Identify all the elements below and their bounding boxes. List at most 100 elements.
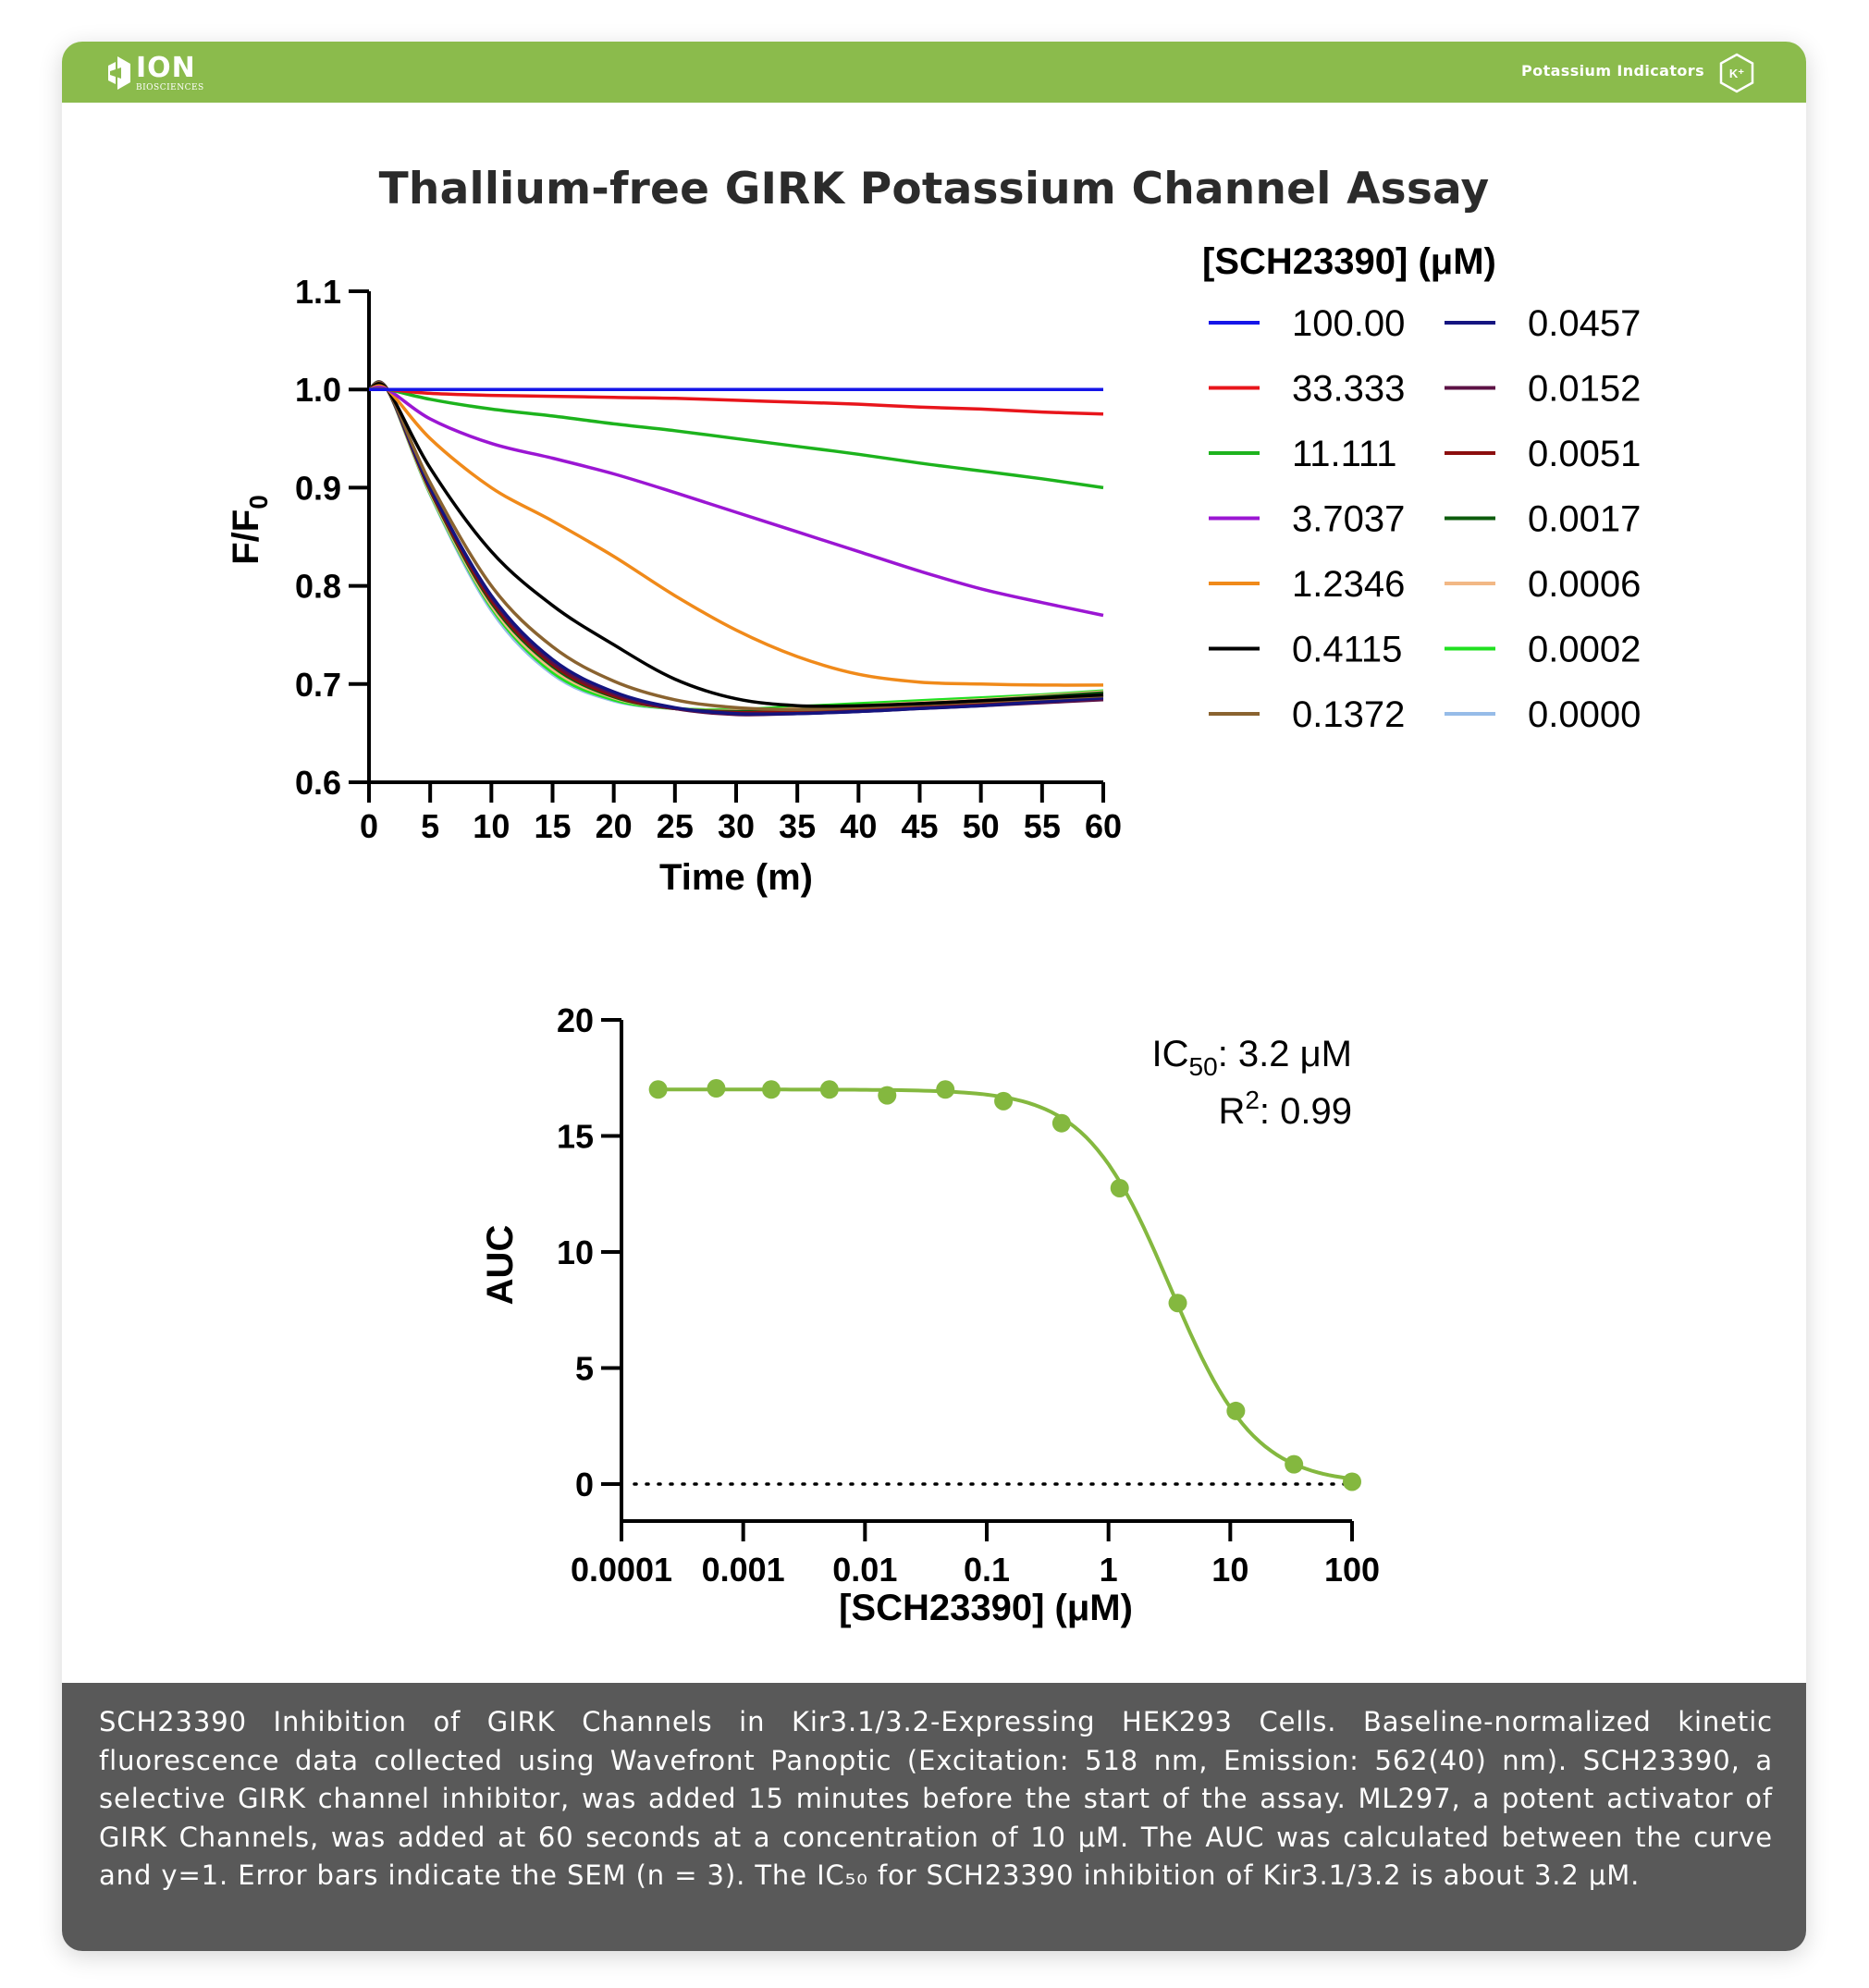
- legend-entry-label: 0.0152: [1528, 369, 1641, 410]
- dose-data-point: [994, 1091, 1014, 1111]
- dose-data-point: [1168, 1294, 1187, 1313]
- r2-superscript: 2: [1245, 1086, 1260, 1114]
- kinetic-series-line: [368, 380, 1104, 713]
- dose-x-tick-label: 0.001: [702, 1551, 785, 1589]
- dose-x-tick-label: 0.1: [964, 1551, 1010, 1589]
- potassium-hexagon-icon: K⁺: [1719, 53, 1754, 93]
- dose-data-point: [819, 1080, 839, 1099]
- kinetic-chart: 0 5 10 15 20 25 30 35 40 45 50 55 60 0.6 0.7 0.8 0.9 1.0 1…: [226, 241, 1641, 898]
- dose-data-point: [1110, 1178, 1129, 1197]
- ic50-annotation: IC50: 3.2 μM: [1152, 1034, 1352, 1081]
- legend-entry-label: 0.0457: [1528, 303, 1641, 344]
- caption-panel: SCH23390 Inhibition of GIRK Channels in …: [62, 1683, 1806, 1951]
- kinetic-series-line: [368, 382, 1104, 708]
- legend-entry-label: 0.1372: [1292, 694, 1405, 735]
- kinetic-series: [368, 380, 1104, 717]
- dose-axes: 0.0001 0.001 0.01 0.1 1 10 100 0 5 10 15 20: [557, 1001, 1380, 1589]
- kinetic-series-line: [368, 381, 1104, 712]
- legend-title: [SCH23390] (μM): [1202, 241, 1496, 282]
- dose-points: [648, 1079, 1361, 1491]
- legend-entry-label: 33.333: [1292, 369, 1405, 410]
- kinetic-x-tick-label: 0: [360, 807, 378, 845]
- r2-label: R: [1218, 1091, 1245, 1132]
- kinetic-x-tick-label: 30: [718, 807, 755, 845]
- kinetic-series-line: [368, 386, 1104, 618]
- kinetic-y-tick-label: 0.7: [295, 666, 341, 704]
- kinetic-x-tick-label: 25: [657, 807, 694, 845]
- kinetic-series-line: [368, 380, 1104, 712]
- kinetic-x-tick-label: 10: [473, 807, 510, 845]
- dose-x-tick-label: 10: [1211, 1551, 1248, 1589]
- dose-y-tick-label: 15: [557, 1118, 594, 1156]
- dose-y-tick-label: 5: [575, 1350, 594, 1388]
- dose-data-point: [1051, 1113, 1071, 1133]
- legend-entry-label: 1.2346: [1292, 564, 1405, 605]
- legend-entry-label: 0.0002: [1528, 630, 1641, 670]
- kinetic-y-label-sub: 0: [244, 495, 273, 509]
- kinetic-x-tick-label: 40: [840, 807, 877, 845]
- ic50-value: : 3.2 μM: [1218, 1034, 1352, 1074]
- brand-logo: ION BIOSCIENCES: [106, 53, 204, 93]
- dose-x-tick-label: 0.01: [832, 1551, 897, 1589]
- kinetic-x-axis-label: Time (m): [659, 857, 813, 898]
- logo-wordmark: ION BIOSCIENCES: [136, 51, 204, 92]
- kinetic-x-tick-label: 60: [1085, 807, 1122, 845]
- dose-data-point: [707, 1079, 726, 1098]
- kinetic-y-tick-label: 0.8: [295, 568, 341, 606]
- legend-entry-label: 100.00: [1292, 303, 1405, 344]
- dose-data-point: [648, 1080, 668, 1099]
- dose-x-tick-label: 1: [1100, 1551, 1118, 1589]
- kinetic-series-line: [368, 387, 1104, 416]
- kinetic-series-line: [368, 380, 1104, 714]
- kinetic-x-tick-label: 45: [901, 807, 938, 845]
- kinetic-x-tick-label: 20: [596, 807, 633, 845]
- dose-y-tick-label: 0: [575, 1466, 594, 1503]
- kinetic-series-line: [368, 380, 1104, 716]
- kinetic-y-tick-label: 0.9: [295, 469, 341, 507]
- figure-card: ION BIOSCIENCES Potassium Indicators K⁺ …: [62, 42, 1806, 1951]
- legend-entry-label: 0.0006: [1528, 564, 1641, 605]
- kinetic-axes: 0 5 10 15 20 25 30 35 40 45 50 55 60 0.6 0.7 0.8 0.9 1.0 1…: [295, 273, 1122, 845]
- kinetic-x-tick-label: 50: [963, 807, 1000, 845]
- kinetic-series-line: [368, 384, 1104, 687]
- ic50-label: IC: [1152, 1034, 1189, 1074]
- caption-text: SCH23390 Inhibition of GIRK Channels in …: [99, 1706, 1773, 1891]
- logo-name: ION: [136, 51, 196, 84]
- legend-entry-label: 3.7037: [1292, 499, 1405, 540]
- legend-entry-label: 11.111: [1292, 434, 1396, 474]
- kinetic-y-tick-label: 0.6: [295, 764, 341, 802]
- dose-x-tick-label: 100: [1324, 1551, 1380, 1589]
- legend-entry-label: 0.0017: [1528, 499, 1641, 540]
- kinetic-x-tick-label: 35: [779, 807, 816, 845]
- dose-data-point: [936, 1080, 955, 1099]
- ic50-subscript: 50: [1189, 1052, 1218, 1081]
- logo-subtitle: BIOSCIENCES: [136, 82, 204, 92]
- dose-x-tick-label: 0.0001: [571, 1551, 672, 1589]
- legend-entry-label: 0.0051: [1528, 434, 1641, 474]
- kinetic-x-tick-label: 5: [421, 807, 439, 845]
- dose-y-tick-label: 10: [557, 1233, 594, 1271]
- dose-data-point: [762, 1080, 781, 1099]
- dose-data-point: [878, 1086, 897, 1105]
- page-title: Thallium-free GIRK Potassium Channel Ass…: [378, 164, 1490, 215]
- dose-data-point: [1285, 1454, 1304, 1474]
- dose-fit-curve: [658, 1087, 1353, 1481]
- kinetic-y-tick-label: 1.0: [295, 371, 341, 409]
- kinetic-series-line: [368, 380, 1104, 713]
- kinetic-series-line: [368, 380, 1104, 717]
- legend-entry-label: 0.0000: [1528, 694, 1641, 735]
- ion-logo-icon: [108, 56, 130, 90]
- kinetic-series-line: [368, 387, 1104, 490]
- kinetic-y-tick-label: 1.1: [295, 273, 341, 311]
- potassium-symbol: K⁺: [1729, 67, 1744, 80]
- dose-y-tick-label: 20: [557, 1001, 594, 1039]
- kinetic-y-axis-label: F/F0: [226, 495, 273, 565]
- dose-x-axis-label: [SCH23390] (μM): [839, 1588, 1133, 1628]
- section-label: Potassium Indicators: [1521, 62, 1704, 80]
- kinetic-y-label-main: F/F: [226, 509, 266, 565]
- kinetic-x-tick-label: 15: [534, 807, 571, 845]
- dose-data-point: [1343, 1472, 1361, 1491]
- charts-canvas: 0 5 10 15 20 25 30 35 40 45 50 55 600.60.70.80.91.01…: [226, 241, 1641, 1628]
- dose-data-point: [1226, 1401, 1246, 1420]
- kinetic-series-line: [368, 380, 1104, 715]
